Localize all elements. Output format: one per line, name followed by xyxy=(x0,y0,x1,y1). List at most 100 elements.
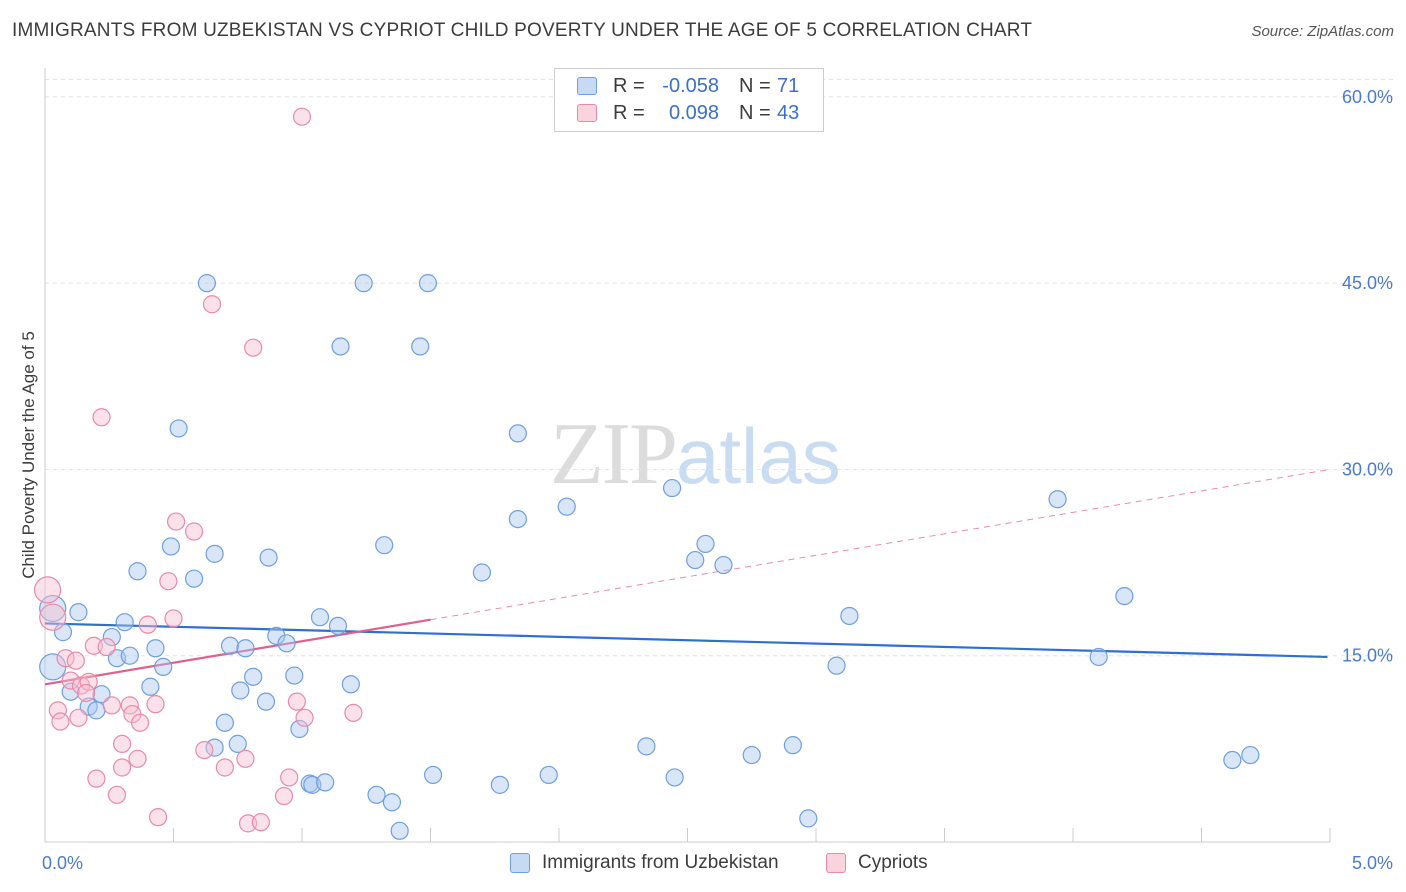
point-uzbekistan xyxy=(69,603,88,622)
point-uzbekistan xyxy=(290,719,309,739)
point-uzbekistan xyxy=(508,424,527,443)
point-cypriots xyxy=(107,785,127,804)
point-uzbekistan xyxy=(215,713,234,732)
point-uzbekistan xyxy=(39,594,67,623)
point-uzbekistan xyxy=(341,675,360,694)
point-uzbekistan xyxy=(783,736,802,755)
legend-swatch-pink xyxy=(577,104,597,122)
point-uzbekistan xyxy=(1115,586,1134,606)
point-uzbekistan xyxy=(382,793,402,812)
point-uzbekistan xyxy=(328,616,348,636)
point-cypriots xyxy=(77,683,96,703)
chart-title: IMMIGRANTS FROM UZBEKISTAN VS CYPRIOT CH… xyxy=(12,20,1033,41)
point-uzbekistan xyxy=(1089,647,1108,667)
point-cypriots xyxy=(128,749,147,768)
point-uzbekistan xyxy=(411,337,430,356)
point-uzbekistan xyxy=(87,701,106,720)
trend-line-uzbekistan xyxy=(44,622,1328,659)
y-axis-label: Child Poverty Under the Age of 5 xyxy=(19,331,38,579)
axes xyxy=(44,68,1330,843)
point-cypriots xyxy=(195,740,214,760)
legend-row-cypriots: R = 0.098 N = 43 xyxy=(577,100,799,126)
point-cypriots xyxy=(184,522,204,541)
point-cypriots xyxy=(244,338,263,357)
point-cypriots xyxy=(280,768,299,787)
point-cypriots xyxy=(292,107,312,126)
series-uzbekistan-points xyxy=(39,274,1260,840)
y-tick-label: 60.0% xyxy=(1342,87,1393,107)
x-tick-label-max: 5.0% xyxy=(1352,853,1393,873)
point-uzbekistan xyxy=(316,773,335,792)
point-uzbekistan xyxy=(696,534,715,554)
point-cypriots xyxy=(102,696,121,715)
point-uzbekistan xyxy=(277,634,296,653)
point-uzbekistan xyxy=(1241,745,1260,765)
point-cypriots xyxy=(138,615,157,634)
point-cypriots xyxy=(164,609,183,628)
legend-r-label: R = xyxy=(613,74,645,97)
point-uzbekistan xyxy=(472,563,491,582)
point-cypriots xyxy=(236,749,255,768)
point-uzbekistan xyxy=(285,666,304,685)
point-cypriots xyxy=(130,713,150,732)
legend-swatch-pink xyxy=(826,853,846,873)
legend-r-value: -0.058 xyxy=(662,74,719,97)
y-tick-label: 45.0% xyxy=(1342,273,1393,293)
legend-r-label: R = xyxy=(613,101,645,124)
y-tick-label: 15.0% xyxy=(1342,646,1393,666)
point-cypriots xyxy=(61,671,80,690)
point-cypriots xyxy=(238,814,258,833)
point-cypriots xyxy=(33,576,62,604)
legend-row-uzbekistan: R = -0.058 N = 71 xyxy=(577,73,799,99)
point-cypriots xyxy=(79,672,98,691)
legend-label-cypriots: Cypriots xyxy=(858,852,928,873)
point-uzbekistan xyxy=(354,274,373,293)
point-uzbekistan xyxy=(259,548,278,567)
point-uzbekistan xyxy=(662,478,682,498)
point-uzbekistan xyxy=(310,608,330,627)
point-uzbekistan xyxy=(236,639,255,658)
point-uzbekistan xyxy=(390,821,409,840)
stats-legend: R = -0.058 N = 71 R = 0.098 N = 43 xyxy=(554,68,824,132)
point-uzbekistan xyxy=(508,509,527,529)
point-uzbekistan xyxy=(490,775,509,794)
legend-n-value: 71 xyxy=(777,74,800,97)
point-cypriots xyxy=(159,572,178,591)
point-uzbekistan xyxy=(120,646,139,665)
x-tick-label-min: 0.0% xyxy=(42,853,83,873)
point-uzbekistan xyxy=(267,626,286,645)
legend-n-label: N = xyxy=(739,101,771,124)
point-uzbekistan xyxy=(1223,750,1242,770)
point-cypriots xyxy=(69,708,88,727)
point-uzbekistan xyxy=(714,555,733,575)
point-uzbekistan xyxy=(799,809,818,828)
point-uzbekistan xyxy=(557,497,576,516)
point-uzbekistan xyxy=(418,274,438,293)
point-uzbekistan xyxy=(244,667,263,686)
point-uzbekistan xyxy=(331,337,350,356)
point-cypriots xyxy=(39,603,67,631)
legend-item-uzbekistan[interactable]: Immigrants from Uzbekistan xyxy=(510,852,779,874)
point-cypriots xyxy=(166,512,186,531)
point-uzbekistan xyxy=(197,274,217,293)
legend-label-uzbekistan: Immigrants from Uzbekistan xyxy=(542,852,779,873)
point-uzbekistan xyxy=(161,537,181,556)
point-uzbekistan xyxy=(228,734,247,753)
trend-extension-cypriots xyxy=(430,468,1331,621)
point-cypriots xyxy=(112,758,132,777)
y-tick-label: 30.0% xyxy=(1342,459,1393,479)
point-uzbekistan xyxy=(367,785,386,804)
point-cypriots xyxy=(84,636,103,655)
point-cypriots xyxy=(215,758,234,777)
legend-r-value: 0.098 xyxy=(668,101,719,124)
x-axis-ticks xyxy=(44,828,1331,842)
point-uzbekistan xyxy=(53,623,73,642)
point-uzbekistan xyxy=(423,765,443,785)
point-uzbekistan xyxy=(231,681,250,700)
legend-item-cypriots[interactable]: Cypriots xyxy=(826,852,928,874)
legend-n-label: N = xyxy=(739,74,771,97)
point-uzbekistan xyxy=(92,685,111,704)
point-cypriots xyxy=(66,651,85,670)
point-uzbekistan xyxy=(827,656,846,675)
